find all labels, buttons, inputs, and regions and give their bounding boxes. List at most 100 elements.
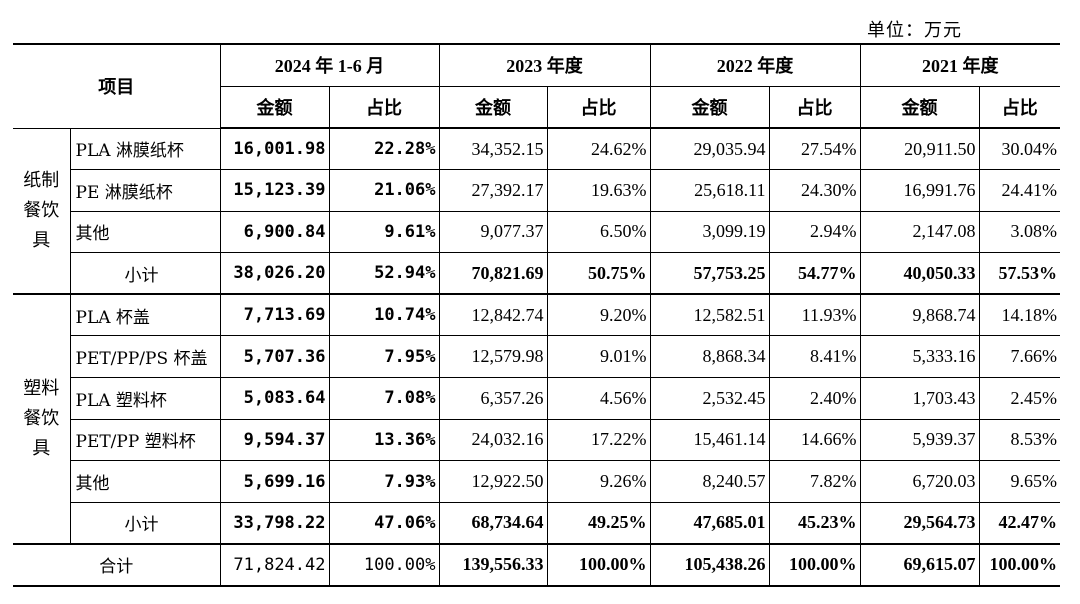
table-body: 纸制 餐饮 具 PLA 淋膜纸杯 16,001.98 22.28% 34,352.15 2… xyxy=(13,127,1060,587)
ratio-cell: 14.18% xyxy=(978,293,1060,337)
header-item: 项目 xyxy=(13,43,221,129)
amount-cell: 12,922.50 xyxy=(438,460,548,503)
amount-cell: 29,564.73 xyxy=(859,501,980,545)
subtotal-row: 小计 38,026.20 52.94% 70,821.69 50.75% 57,753.2… xyxy=(13,252,1060,295)
amount-cell: 6,900.84 xyxy=(219,210,330,254)
ratio-cell: 52.94% xyxy=(328,252,440,295)
ratio-cell: 8.53% xyxy=(978,418,1060,462)
ratio-cell: 54.77% xyxy=(768,252,861,295)
amount-cell: 71,824.42 xyxy=(219,542,330,587)
ratio-cell: 100.00% xyxy=(328,542,440,587)
ratio-cell: 100.00% xyxy=(768,542,861,587)
ratio-cell: 21.06% xyxy=(328,169,440,212)
ratio-cell: 17.22% xyxy=(546,418,651,462)
amount-cell: 8,868.34 xyxy=(649,335,770,379)
header-amount: 金额 xyxy=(220,85,330,129)
amount-cell: 57,753.25 xyxy=(649,252,770,295)
amount-cell: 5,707.36 xyxy=(219,335,330,379)
ratio-cell: 100.00% xyxy=(978,542,1060,587)
amount-cell: 8,240.57 xyxy=(649,460,770,503)
ratio-cell: 9.65% xyxy=(978,460,1060,503)
total-row: 合计 71,824.42 100.00% 139,556.33 100.00% 105,4… xyxy=(13,542,1060,587)
amount-cell: 7,713.69 xyxy=(219,293,330,337)
amount-cell: 69,615.07 xyxy=(859,542,980,587)
table-row: PLA 塑料杯 5,083.64 7.08% 6,357.26 4.56% 2,532.4… xyxy=(13,377,1060,420)
amount-cell: 25,618.11 xyxy=(649,169,770,212)
total-label: 合计 xyxy=(13,542,221,587)
amount-cell: 70,821.69 xyxy=(438,252,548,295)
ratio-cell: 9.61% xyxy=(328,210,440,254)
revenue-table: 项目 2024 年 1-6 月 2023 年度 2022 年度 2021 年度 … xyxy=(13,43,1060,587)
header-amount: 金额 xyxy=(649,85,770,129)
amount-cell: 5,939.37 xyxy=(859,418,980,462)
amount-cell: 1,703.43 xyxy=(859,377,980,420)
ratio-cell: 9.01% xyxy=(546,335,651,379)
header-ratio: 占比 xyxy=(546,85,651,129)
ratio-cell: 27.54% xyxy=(768,127,861,171)
header-period-2021: 2021 年度 xyxy=(859,43,1060,87)
item-name: PLA 杯盖 xyxy=(69,293,221,337)
amount-cell: 24,032.16 xyxy=(438,418,548,462)
amount-cell: 20,911.50 xyxy=(859,127,980,171)
amount-cell: 12,579.98 xyxy=(438,335,548,379)
header-ratio: 占比 xyxy=(978,85,1060,129)
table-row: PET/PP 塑料杯 9,594.37 13.36% 24,032.16 17.22% 1… xyxy=(13,418,1060,462)
amount-cell: 105,438.26 xyxy=(649,542,770,587)
amount-cell: 12,842.74 xyxy=(438,293,548,337)
ratio-cell: 3.08% xyxy=(978,210,1060,254)
ratio-cell: 47.06% xyxy=(328,501,440,545)
amount-cell: 9,077.37 xyxy=(438,210,548,254)
table-row: 纸制 餐饮 具 PLA 淋膜纸杯 16,001.98 22.28% 34,352.15 2… xyxy=(13,127,1060,295)
ratio-cell: 24.30% xyxy=(768,169,861,212)
item-name: PLA 淋膜纸杯 xyxy=(69,127,221,171)
category-label: 塑料 餐饮 具 xyxy=(13,293,71,545)
ratio-cell: 50.75% xyxy=(546,252,651,295)
ratio-cell: 11.93% xyxy=(768,293,861,337)
ratio-cell: 45.23% xyxy=(768,501,861,545)
ratio-cell: 100.00% xyxy=(546,542,651,587)
ratio-cell: 8.41% xyxy=(768,335,861,379)
amount-cell: 9,594.37 xyxy=(219,418,330,462)
ratio-cell: 24.62% xyxy=(546,127,651,171)
amount-cell: 47,685.01 xyxy=(649,501,770,545)
item-name: PLA 塑料杯 xyxy=(70,377,221,420)
header-ratio: 占比 xyxy=(328,85,440,129)
ratio-cell: 2.40% xyxy=(768,377,861,420)
ratio-cell: 7.66% xyxy=(978,335,1060,379)
subtotal-label: 小计 xyxy=(70,501,221,545)
amount-cell: 2,147.08 xyxy=(859,210,980,254)
ratio-cell: 2.94% xyxy=(768,210,861,254)
ratio-cell: 22.28% xyxy=(328,127,440,171)
category-label: 纸制 餐饮 具 xyxy=(13,127,71,295)
ratio-cell: 57.53% xyxy=(978,252,1060,295)
amount-cell: 9,868.74 xyxy=(859,293,980,337)
item-name: PE 淋膜纸杯 xyxy=(70,169,221,212)
ratio-cell: 2.45% xyxy=(978,377,1060,420)
header-period-2024h1: 2024 年 1-6 月 xyxy=(219,43,440,87)
item-name: PET/PP 塑料杯 xyxy=(70,418,221,462)
ratio-cell: 9.20% xyxy=(546,293,651,337)
amount-cell: 29,035.94 xyxy=(649,127,770,171)
amount-cell: 16,001.98 xyxy=(219,127,330,171)
ratio-cell: 13.36% xyxy=(328,418,440,462)
amount-cell: 2,532.45 xyxy=(649,377,770,420)
amount-cell: 5,699.16 xyxy=(219,460,330,503)
amount-cell: 68,734.64 xyxy=(438,501,548,545)
item-name: 其他 xyxy=(70,210,221,254)
ratio-cell: 42.47% xyxy=(978,501,1060,545)
item-name: PET/PP/PS 杯盖 xyxy=(70,335,221,379)
subtotal-label: 小计 xyxy=(70,252,221,295)
header-ratio: 占比 xyxy=(768,85,861,129)
amount-cell: 15,123.39 xyxy=(219,169,330,212)
amount-cell: 15,461.14 xyxy=(649,418,770,462)
amount-cell: 27,392.17 xyxy=(438,169,548,212)
ratio-cell: 7.95% xyxy=(328,335,440,379)
subtotal-row: 小计 33,798.22 47.06% 68,734.64 49.25% 47,685.0… xyxy=(13,501,1060,545)
header-amount: 金额 xyxy=(438,85,548,129)
ratio-cell: 7.82% xyxy=(768,460,861,503)
table-row: 塑料 餐饮 具 PLA 杯盖 7,713.69 10.74% 12,842.74 9.20… xyxy=(13,293,1060,545)
amount-cell: 6,720.03 xyxy=(859,460,980,503)
ratio-cell: 7.93% xyxy=(328,460,440,503)
header-period-2022: 2022 年度 xyxy=(649,43,861,87)
table-row: 其他 6,900.84 9.61% 9,077.37 6.50% 3,099.19 2.94… xyxy=(13,210,1060,254)
